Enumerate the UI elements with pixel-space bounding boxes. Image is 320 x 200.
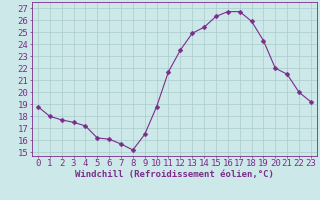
X-axis label: Windchill (Refroidissement éolien,°C): Windchill (Refroidissement éolien,°C) bbox=[75, 170, 274, 179]
